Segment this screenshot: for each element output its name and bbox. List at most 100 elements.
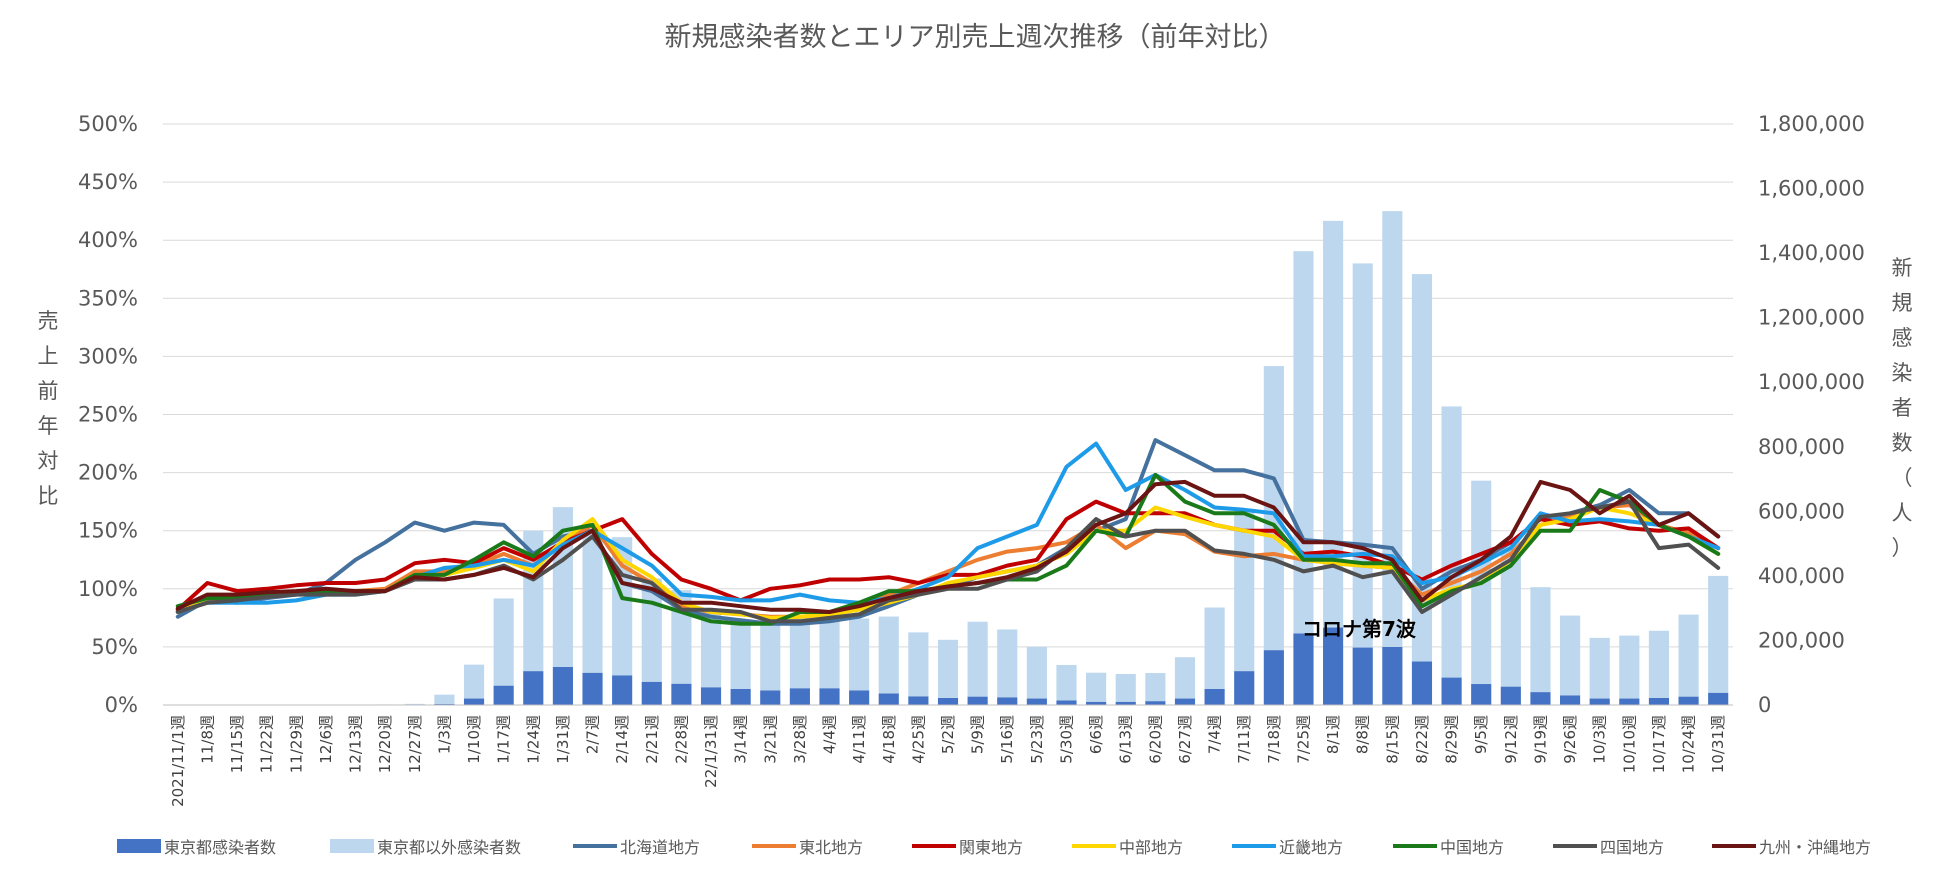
x-tick-label: 11/22週 (258, 715, 276, 773)
legend-label: 関東地方 (959, 838, 1023, 857)
legend-label: 近畿地方 (1279, 838, 1343, 857)
bar-tokyo (1530, 692, 1551, 705)
bar-others (1382, 211, 1403, 647)
y-right-tick-label: 0 (1758, 693, 1771, 717)
y-axis-label-left: 売上前年対比 (38, 309, 59, 508)
x-tick-label: 7/4週 (1206, 715, 1224, 754)
bar-tokyo (1678, 696, 1699, 705)
y-right-tick-label: 1,800,000 (1758, 112, 1865, 136)
bar-tokyo (1234, 671, 1255, 705)
x-tick-label: 6/20週 (1146, 715, 1164, 764)
legend-label: 中国地方 (1440, 838, 1504, 857)
bar-tokyo (612, 675, 633, 705)
x-tick-label: 12/20週 (376, 715, 394, 773)
bar-others (908, 632, 929, 697)
bar-others (789, 617, 810, 689)
bar-others (1026, 646, 1047, 699)
bar-others (1589, 637, 1610, 699)
x-tick-label: 1/24週 (524, 715, 542, 764)
x-tick-label: 6/13週 (1117, 715, 1135, 764)
bar-tokyo (1026, 698, 1047, 705)
y-right-tick-label: 800,000 (1758, 435, 1845, 459)
bar-others (1086, 672, 1107, 702)
line-series (175, 438, 1721, 626)
legend-swatch (117, 839, 161, 853)
y-left-tick-label: 150% (78, 519, 138, 543)
bar-others (937, 639, 959, 698)
bar-tokyo (1708, 692, 1729, 705)
x-tick-label: 9/26週 (1561, 715, 1579, 764)
bar-others (463, 664, 485, 699)
x-tick-label: 1/17週 (495, 715, 513, 764)
x-tick-label: 11/15週 (228, 715, 246, 773)
x-tick-label: 1/3週 (435, 715, 453, 754)
y-left-tick-label: 50% (91, 635, 138, 659)
x-tick-label: 4/4週 (821, 715, 839, 754)
y-axis-right: 1,800,000 1,600,000 1,400,000 1,200,000 1,00… (1758, 112, 1865, 717)
legend-label: 東京都感染者数 (164, 838, 276, 857)
bar-tokyo (1263, 650, 1284, 705)
bar-tokyo (582, 672, 603, 705)
bar-others (878, 616, 899, 694)
x-tick-label: 12/27週 (406, 715, 424, 773)
legend-label: 九州・沖縄地方 (1759, 838, 1871, 857)
y-left-tick-label: 500% (78, 112, 138, 136)
bar-tokyo (1056, 700, 1077, 705)
wave7-annotation: コロナ第7波 (1302, 617, 1417, 641)
legend-label: 東京都以外感染者数 (377, 838, 521, 857)
bar-others (730, 621, 751, 689)
y-left-tick-label: 400% (78, 228, 138, 252)
x-tick-label: 22/1/31週 (702, 715, 720, 788)
bar-tokyo (1323, 627, 1344, 705)
x-tick-label: 8/22週 (1413, 715, 1431, 764)
x-tick-label: 4/25週 (909, 715, 927, 764)
x-tick-label: 8/15週 (1383, 715, 1401, 764)
x-tick-label: 8/1週 (1324, 715, 1342, 754)
x-tick-label: 10/31週 (1709, 715, 1727, 773)
legend-label: 中部地方 (1119, 838, 1183, 857)
x-tick-label: 4/18週 (880, 715, 898, 764)
y-left-tick-label: 250% (78, 403, 138, 427)
bar-others (1323, 220, 1344, 628)
bar-tokyo (1086, 701, 1107, 705)
line-series-7 (175, 479, 1721, 614)
bar-others (1145, 673, 1166, 702)
x-tick-label: 6/27週 (1176, 715, 1194, 764)
legend-label: 四国地方 (1600, 838, 1664, 857)
gridlines (163, 123, 1733, 706)
x-tick-label: 6/6週 (1087, 715, 1105, 754)
x-tick-label: 5/9週 (969, 715, 987, 754)
x-tick-label: 7/11週 (1235, 715, 1253, 764)
bar-others (1708, 575, 1729, 693)
y-axis-label-right-text: 新規感染者数（人） (1892, 256, 1913, 560)
x-tick-label: 10/17週 (1650, 715, 1668, 773)
bar-others (404, 703, 425, 705)
bar-tokyo (1145, 701, 1166, 705)
x-tick-label: 2/21週 (643, 715, 661, 764)
bar-others (997, 629, 1018, 698)
bar-tokyo (760, 690, 781, 705)
bar-tokyo (1471, 684, 1492, 705)
bar-tokyo (671, 683, 692, 705)
bar-others (1411, 274, 1433, 662)
bar-tokyo (1411, 661, 1433, 705)
x-tick-label: 2/14週 (613, 715, 631, 764)
x-tick-label: 7/18週 (1265, 715, 1283, 764)
y-right-tick-label: 1,200,000 (1758, 306, 1865, 330)
x-tick-label: 12/13週 (347, 715, 365, 773)
bar-others (1441, 406, 1462, 678)
x-tick-label: 3/14週 (732, 715, 750, 764)
y-axis-left: 500% 450% 400% 350% 300% 250% 200% 150% 100% 50% 0… (78, 112, 138, 717)
x-tick-label: 10/3週 (1591, 715, 1609, 764)
bar-others (582, 529, 603, 673)
y-left-tick-label: 300% (78, 344, 138, 368)
bar-others (1234, 509, 1255, 672)
bar-others (1500, 541, 1521, 687)
bar-others (434, 694, 455, 705)
y-left-tick-label: 200% (78, 461, 138, 485)
bar-others (493, 598, 514, 686)
legend: 東京都感染者数 東京都以外感染者数 北海道地方 東北地方 関東地方 中部地方 近畿地方 中国地… (117, 838, 1871, 857)
bar-tokyo (1352, 647, 1373, 705)
bar-tokyo (1382, 646, 1403, 705)
bar-tokyo (1115, 701, 1136, 705)
